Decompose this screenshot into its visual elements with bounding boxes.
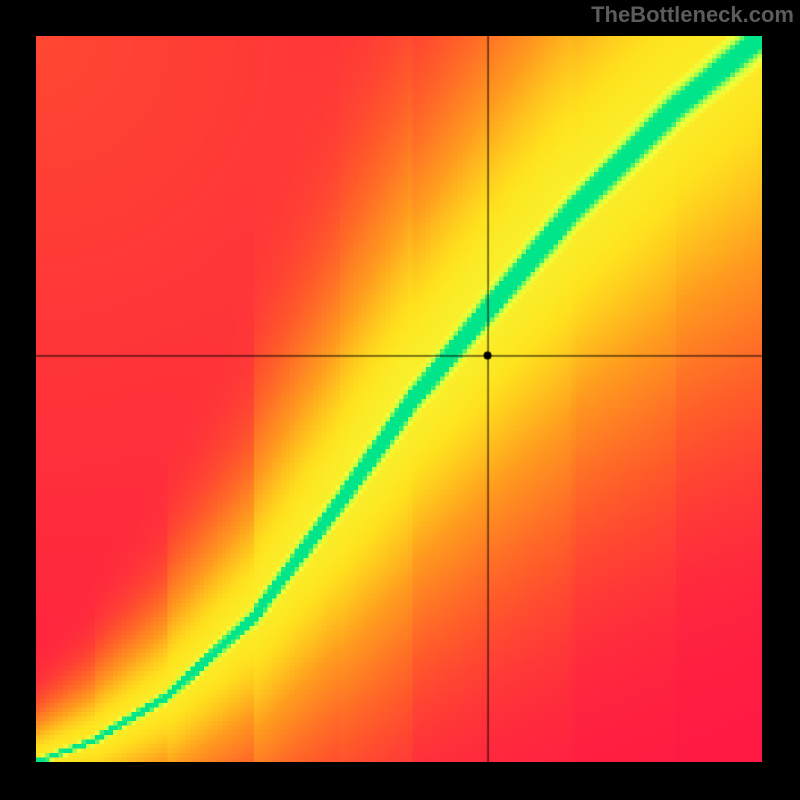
chart-container: TheBottleneck.com — [0, 0, 800, 800]
bottleneck-heatmap — [36, 36, 762, 762]
watermark-text: TheBottleneck.com — [591, 0, 800, 28]
